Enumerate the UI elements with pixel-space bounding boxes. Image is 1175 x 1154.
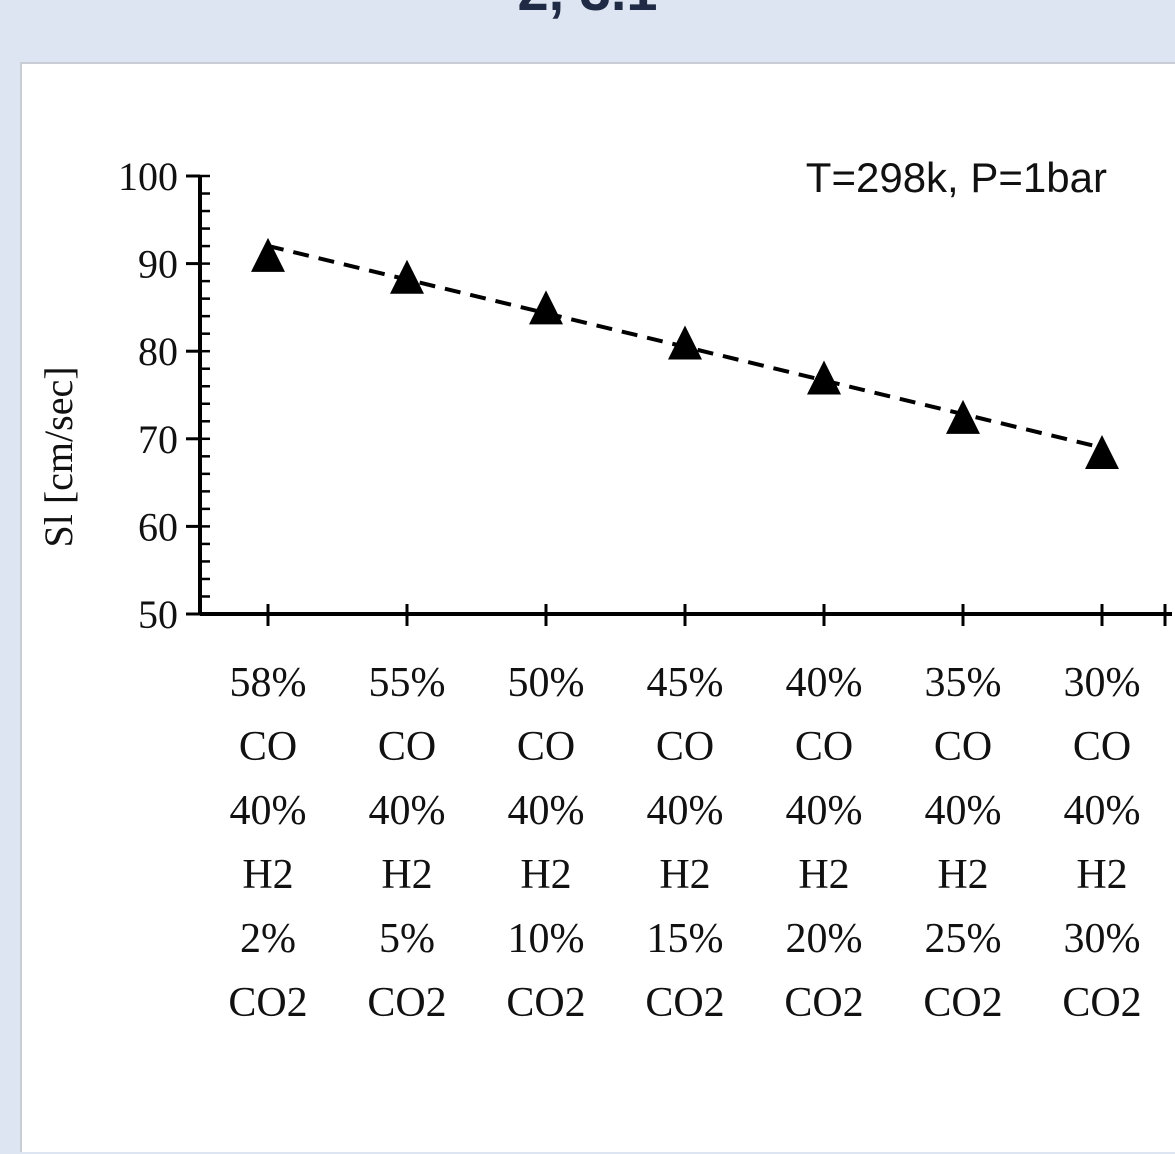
chart-svg: 50 60 70 80 90 100 58% CO 40% H2 2% CO2 55% CO 40% H2 5… bbox=[36, 154, 1172, 1026]
x-tick-label-2: 55% CO 40% H2 5% CO2 bbox=[367, 660, 446, 1026]
y-axis: 50 60 70 80 90 100 bbox=[118, 154, 210, 637]
y-axis-label: Sl [cm/sec] bbox=[36, 366, 81, 547]
chart-annotation: T=298k, P=1bar bbox=[806, 154, 1107, 201]
y-tick-label: 80 bbox=[138, 329, 178, 374]
data-point-3 bbox=[529, 290, 563, 325]
data-point-1 bbox=[251, 237, 285, 272]
data-point-6 bbox=[946, 399, 980, 434]
data-point-4 bbox=[668, 325, 702, 360]
x-tick-label-7: 30% CO 40% H2 30% CO2 bbox=[1062, 660, 1141, 1026]
x-tick-label-4: 45% CO 40% H2 15% CO2 bbox=[645, 660, 724, 1026]
x-tick-label-3: 50% CO 40% H2 10% CO2 bbox=[506, 660, 585, 1026]
y-tick-label: 100 bbox=[118, 154, 178, 199]
data-point-7 bbox=[1085, 434, 1119, 469]
data-point-2 bbox=[390, 259, 424, 294]
data-point-5 bbox=[807, 360, 841, 395]
y-tick-label: 70 bbox=[138, 417, 178, 462]
y-tick-label: 90 bbox=[138, 242, 178, 287]
page-heading: 2, 3.1 bbox=[0, 0, 1175, 23]
x-tick-labels: 58% CO 40% H2 2% CO2 55% CO 40% H2 5% CO2 50% CO 40% H2… bbox=[228, 660, 1141, 1026]
x-axis bbox=[200, 604, 1172, 626]
x-tick-label-1: 58% CO 40% H2 2% CO2 bbox=[228, 660, 307, 1026]
x-tick-label-6: 35% CO 40% H2 25% CO2 bbox=[923, 660, 1002, 1026]
x-tick-label-5: 40% CO 40% H2 20% CO2 bbox=[784, 660, 863, 1026]
chart-panel: 50 60 70 80 90 100 58% CO 40% H2 2% CO2 55% CO 40% H2 5… bbox=[20, 62, 1175, 1152]
data-markers bbox=[251, 237, 1119, 469]
y-tick-label: 50 bbox=[138, 592, 178, 637]
y-tick-label: 60 bbox=[138, 504, 178, 549]
